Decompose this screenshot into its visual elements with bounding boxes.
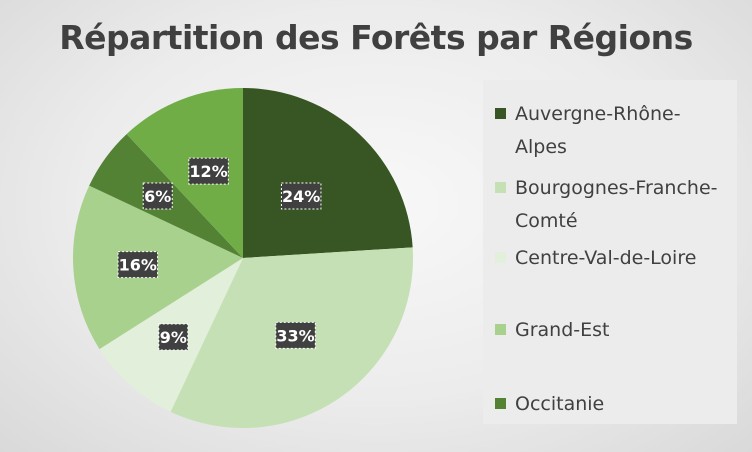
data-label-box (280, 182, 322, 210)
chart-legend: Auvergne-Rhône-Alpes Bourgognes-Franche-… (483, 80, 737, 424)
legend-swatch (495, 108, 506, 119)
data-label-text: 16% (119, 256, 157, 275)
data-label: 9% (158, 323, 189, 351)
legend-label: Grand-Est (515, 319, 610, 341)
legend-label: Occitanie (515, 393, 605, 415)
data-label-box (117, 251, 159, 279)
data-label: 24% (280, 182, 322, 210)
legend-label: Centre-Val-de-Loire (515, 247, 697, 269)
legend-label: Bourgognes-Franche-Comté (515, 177, 718, 232)
data-label: 6% (142, 182, 173, 210)
pie-slice (126, 88, 243, 258)
data-label-text: 12% (189, 162, 227, 181)
legend-swatch (495, 252, 506, 263)
data-label-box (142, 182, 173, 210)
data-label-box (275, 321, 316, 349)
data-label-text: 33% (276, 326, 314, 345)
legend-label: Auvergne-Rhône-Alpes (515, 103, 681, 158)
pie-slice (243, 88, 413, 258)
legend-swatch (495, 398, 506, 409)
legend-swatch (495, 182, 506, 193)
data-label: 33% (275, 321, 316, 349)
pie-slice (72, 185, 243, 350)
data-label: 16% (117, 251, 159, 279)
data-label-text: 9% (160, 328, 187, 347)
legend-swatch (495, 324, 506, 335)
data-label-box (158, 323, 189, 351)
data-label-box (188, 157, 229, 185)
data-label: 12% (188, 157, 229, 185)
data-label-text: 6% (144, 187, 171, 206)
chart-title: Répartition des Forêts par Régions (59, 18, 693, 57)
data-labels: 24% 33% 9% 16% 6% 12% (117, 157, 322, 351)
data-label-text: 24% (282, 187, 320, 206)
